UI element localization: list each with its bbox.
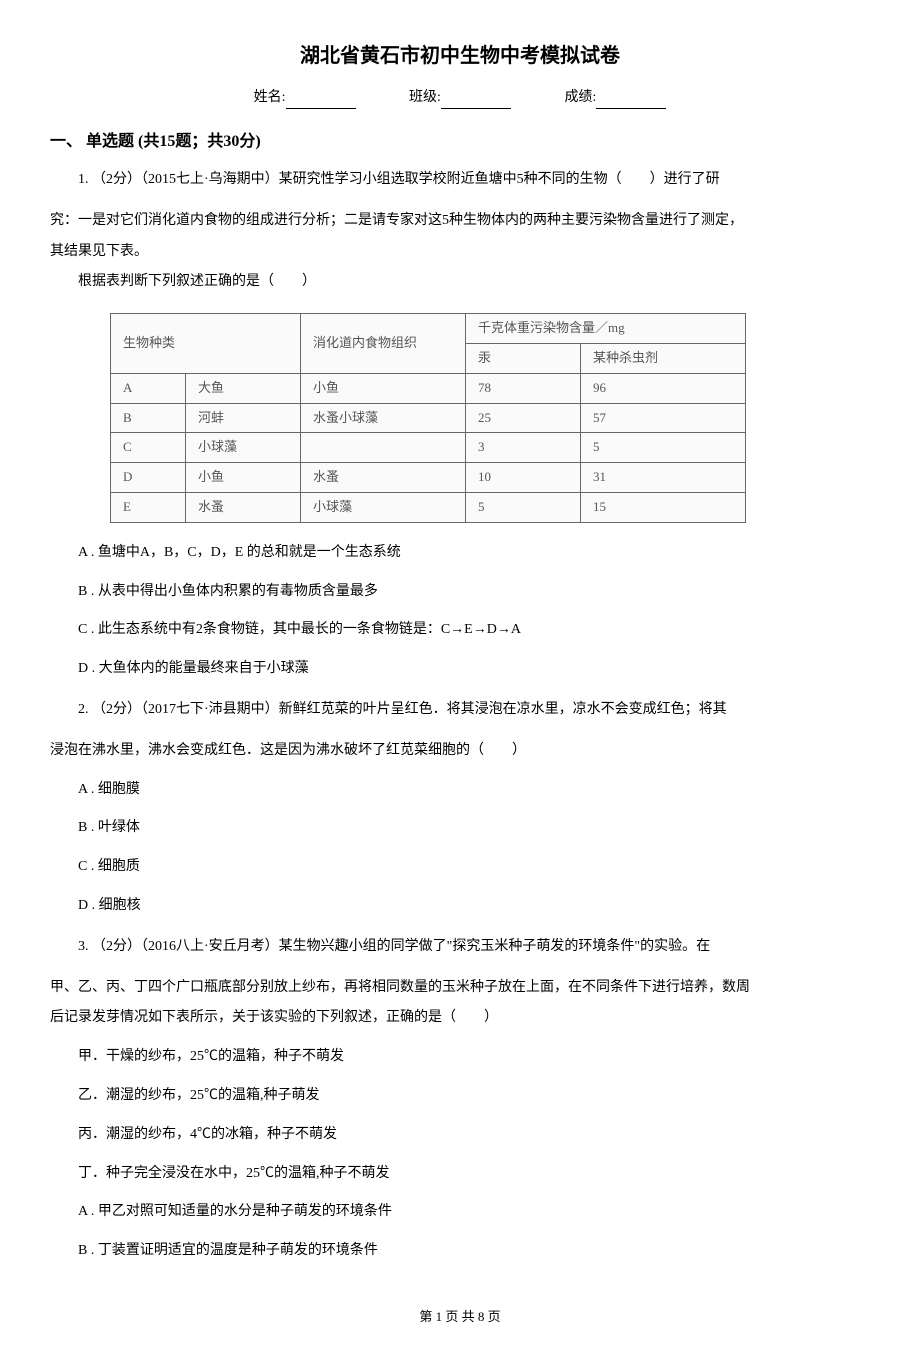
q1-prompt: 根据表判断下列叙述正确的是（ ） (50, 267, 870, 298)
cell-hg: 10 (466, 463, 581, 493)
q1-data-table: 生物种类 消化道内食物组织 千克体重污染物含量／mg 汞 某种杀虫剂 A 大鱼 … (110, 313, 746, 523)
cell-id: E (111, 492, 186, 522)
cell-hg: 25 (466, 403, 581, 433)
q3-cond4: 丁．种子完全浸没在水中，25℃的温箱,种子不萌发 (50, 1159, 870, 1190)
page-footer: 第 1 页 共 8 页 (50, 1307, 870, 1328)
table-row: E 水蚤 小球藻 5 15 (111, 492, 746, 522)
cell-bio: 水蚤 (186, 492, 301, 522)
exam-title: 湖北省黄石市初中生物中考模拟试卷 (50, 40, 870, 72)
cell-pest: 31 (581, 463, 746, 493)
section-1-header: 一、 单选题 (共15题；共30分) (50, 129, 870, 155)
table-row: C 小球藻 3 5 (111, 433, 746, 463)
cell-food (301, 433, 466, 463)
class-blank (441, 108, 511, 109)
cell-id: B (111, 403, 186, 433)
cell-food: 小鱼 (301, 373, 466, 403)
q2-option-d: D . 细胞核 (50, 891, 870, 922)
cell-food: 水蚤 (301, 463, 466, 493)
cell-bio: 小球藻 (186, 433, 301, 463)
q3-option-b: B . 丁装置证明适宜的温度是种子萌发的环境条件 (50, 1236, 870, 1267)
q3-cond3: 丙．潮湿的纱布，4℃的冰箱，种子不萌发 (50, 1120, 870, 1151)
q1-option-c: C . 此生态系统中有2条食物链，其中最长的一条食物链是：C→E→D→A (50, 615, 870, 646)
table-row: B 河蚌 水蚤小球藻 25 57 (111, 403, 746, 433)
q1-stem-line2: 究：一是对它们消化道内食物的组成进行分析；二是请专家对这5种生物体内的两种主要污… (50, 206, 870, 237)
th-bio: 生物种类 (111, 314, 301, 374)
th-pollutant: 千克体重污染物含量／mg (466, 314, 746, 344)
cell-bio: 小鱼 (186, 463, 301, 493)
cell-pest: 96 (581, 373, 746, 403)
table-row: D 小鱼 水蚤 10 31 (111, 463, 746, 493)
name-field: 姓名: (254, 87, 356, 109)
q1-option-a: A . 鱼塘中A，B，C，D，E 的总和就是一个生态系统 (50, 538, 870, 569)
q3-cond2: 乙．潮湿的纱布，25℃的温箱,种子萌发 (50, 1081, 870, 1112)
cell-hg: 78 (466, 373, 581, 403)
cell-pest: 15 (581, 492, 746, 522)
cell-hg: 5 (466, 492, 581, 522)
cell-bio: 大鱼 (186, 373, 301, 403)
cell-id: D (111, 463, 186, 493)
q1-stem-line1: 1. （2分）（2015七上·乌海期中）某研究性学习小组选取学校附近鱼塘中5种不… (50, 165, 870, 196)
name-label: 姓名: (254, 90, 286, 105)
q1-option-b: B . 从表中得出小鱼体内积累的有毒物质含量最多 (50, 577, 870, 608)
cell-pest: 57 (581, 403, 746, 433)
cell-food: 水蚤小球藻 (301, 403, 466, 433)
table-row: A 大鱼 小鱼 78 96 (111, 373, 746, 403)
q2-option-b: B . 叶绿体 (50, 813, 870, 844)
q2-option-a: A . 细胞膜 (50, 775, 870, 806)
q3-stem-line1: 3. （2分）（2016八上·安丘月考）某生物兴趣小组的同学做了"探究玉米种子萌… (50, 932, 870, 963)
cell-hg: 3 (466, 433, 581, 463)
score-field: 成绩: (564, 87, 666, 109)
class-label: 班级: (409, 90, 441, 105)
score-label: 成绩: (564, 90, 596, 105)
th-hg: 汞 (466, 343, 581, 373)
score-blank (596, 108, 666, 109)
cell-bio: 河蚌 (186, 403, 301, 433)
q1-stem-line3: 其结果见下表。 (50, 237, 870, 268)
q2-stem-line2: 浸泡在沸水里，沸水会变成红色．这是因为沸水破坏了红苋菜细胞的（ ） (50, 736, 870, 767)
q2-stem-line1: 2. （2分）（2017七下·沛县期中）新鲜红苋菜的叶片呈红色．将其浸泡在凉水里… (50, 695, 870, 726)
cell-id: A (111, 373, 186, 403)
class-field: 班级: (409, 87, 511, 109)
q3-cond1: 甲．干燥的纱布，25℃的温箱，种子不萌发 (50, 1042, 870, 1073)
cell-id: C (111, 433, 186, 463)
student-info-line: 姓名: 班级: 成绩: (50, 87, 870, 109)
q3-option-a: A . 甲乙对照可知适量的水分是种子萌发的环境条件 (50, 1197, 870, 1228)
name-blank (286, 108, 356, 109)
cell-pest: 5 (581, 433, 746, 463)
cell-food: 小球藻 (301, 492, 466, 522)
q1-option-d: D . 大鱼体内的能量最终来自于小球藻 (50, 654, 870, 685)
th-food: 消化道内食物组织 (301, 314, 466, 374)
q2-option-c: C . 细胞质 (50, 852, 870, 883)
q3-stem-line2: 甲、乙、丙、丁四个广口瓶底部分别放上纱布，再将相同数量的玉米种子放在上面，在不同… (50, 973, 870, 1004)
th-pesticide: 某种杀虫剂 (581, 343, 746, 373)
q3-stem-line3: 后记录发芽情况如下表所示，关于该实验的下列叙述，正确的是（ ） (50, 1003, 870, 1034)
